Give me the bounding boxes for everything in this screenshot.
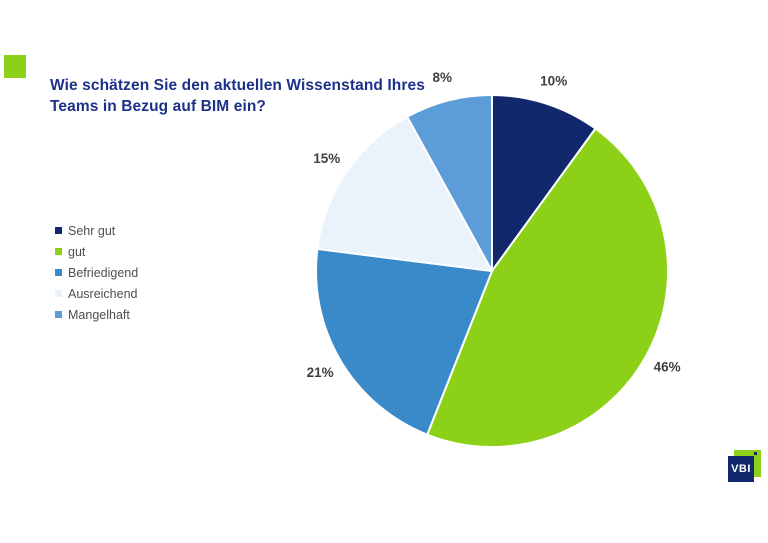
legend-label: Sehr gut	[68, 223, 116, 238]
chart-title: Wie schätzen Sie den aktuellen Wissensta…	[50, 75, 440, 117]
legend-item-gut: gut	[55, 241, 138, 262]
legend-item-befriedigend: Befriedigend	[55, 262, 138, 283]
pie-slice-befriedigend	[315, 247, 494, 436]
pie-value-label-befriedigend: 21%	[307, 365, 334, 380]
legend-marker-icon	[55, 290, 62, 297]
pie-slice-mangelhaft	[405, 93, 493, 272]
legend-label: gut	[68, 244, 86, 259]
pie-slice-sehr-gut	[491, 93, 597, 275]
vbi-logo: VBI	[728, 450, 765, 484]
pie-slice-gut	[425, 127, 669, 448]
chart-title-line2: Teams in Bezug auf BIM ein?	[50, 98, 266, 115]
chart-title-line1: Wie schätzen Sie den aktuellen Wissensta…	[50, 77, 425, 94]
legend-marker-icon	[55, 311, 62, 318]
pie-value-label-ausreichend: 15%	[313, 151, 340, 166]
vbi-logo-text: VBI	[731, 463, 751, 475]
vbi-logo-navy-square: VBI	[728, 456, 754, 482]
brand-accent-square	[4, 55, 26, 78]
legend-marker-icon	[55, 248, 62, 255]
pie-slice-ausreichend	[316, 115, 494, 273]
vbi-logo-dot	[754, 452, 757, 455]
legend-label: Ausreichend	[68, 286, 138, 301]
legend-item-mangelhaft: Mangelhaft	[55, 304, 138, 325]
legend-item-ausreichend: Ausreichend	[55, 283, 138, 304]
pie-value-label-gut: 46%	[654, 360, 681, 375]
legend: Sehr gut gut Befriedigend Ausreichend Mangel…	[55, 220, 138, 325]
legend-label: Mangelhaft	[68, 307, 130, 322]
legend-marker-icon	[55, 269, 62, 276]
legend-item-sehr-gut: Sehr gut	[55, 220, 138, 241]
legend-label: Befriedigend	[68, 265, 139, 280]
legend-marker-icon	[55, 227, 62, 234]
pie-value-label-mangelhaft: 8%	[433, 70, 453, 85]
pie-value-label-sehr-gut: 10%	[540, 74, 567, 89]
